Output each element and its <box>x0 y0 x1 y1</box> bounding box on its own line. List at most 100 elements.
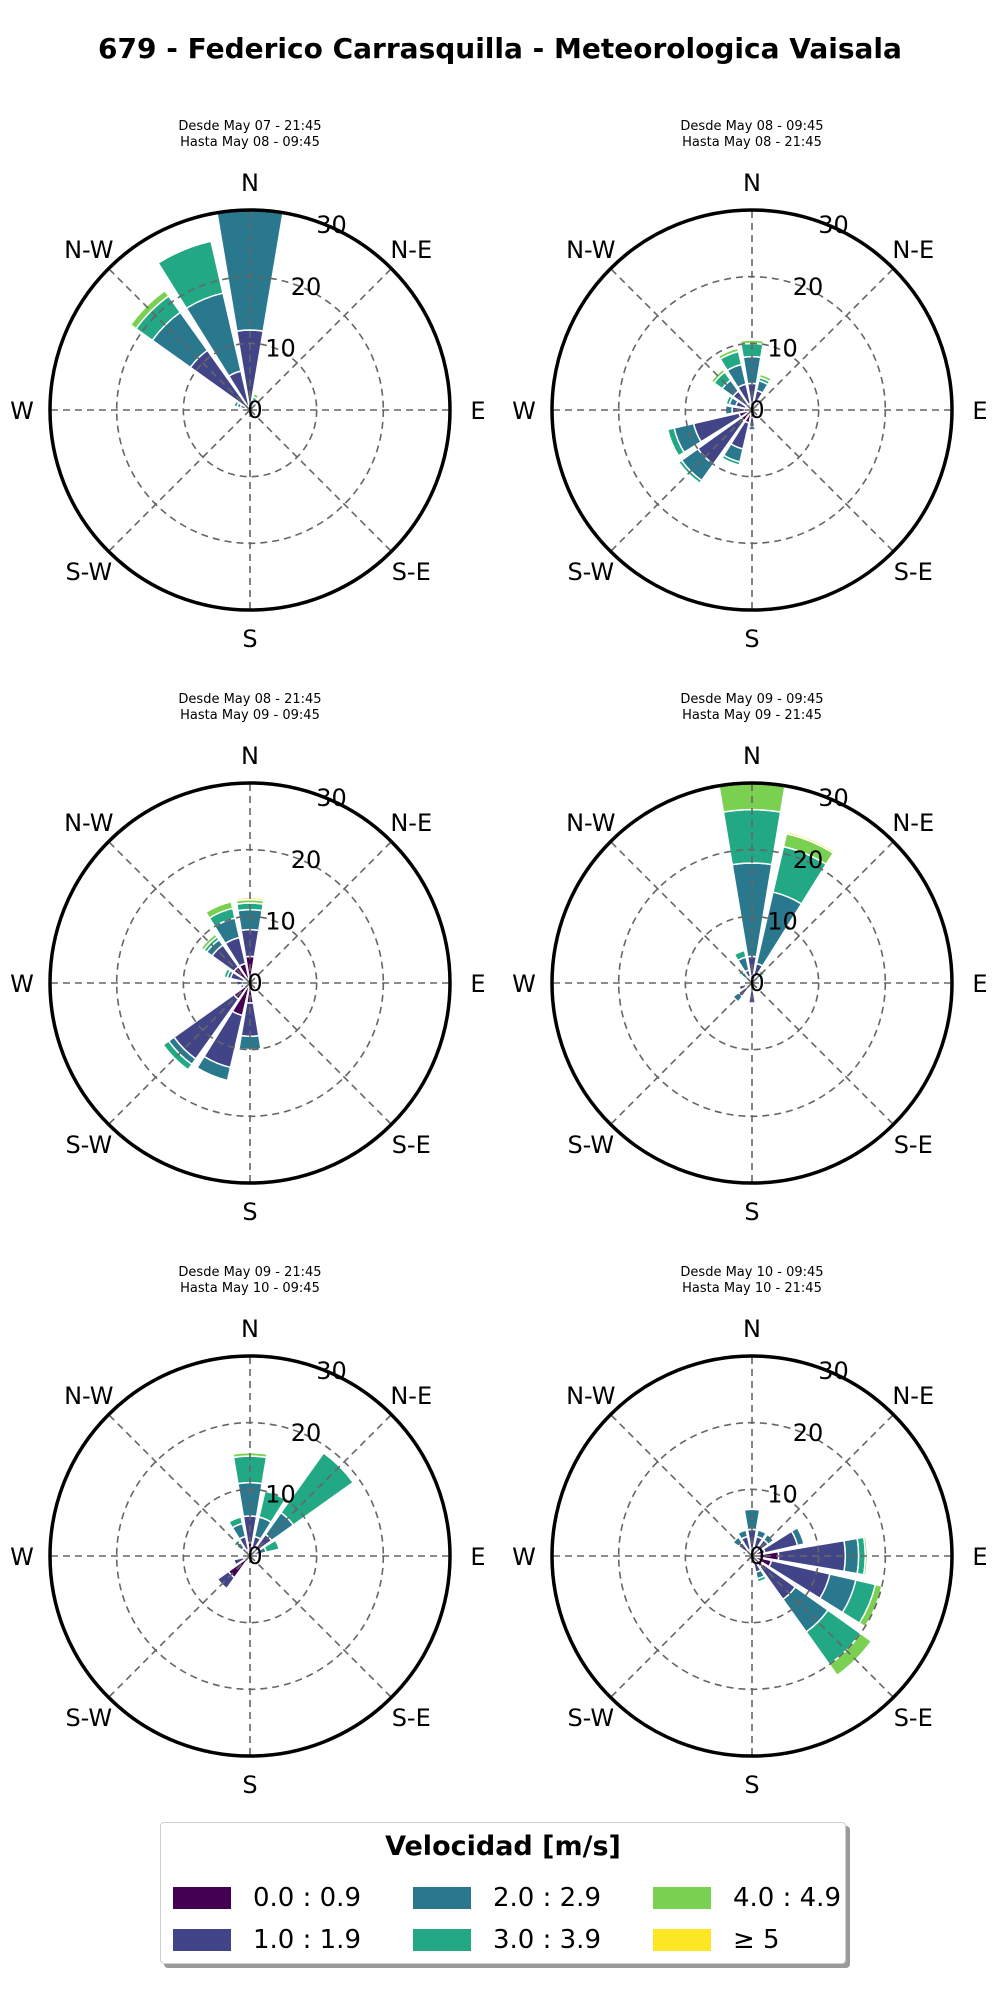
windrose-bar <box>725 394 734 406</box>
direction-label: E <box>470 1543 485 1571</box>
direction-label: S-E <box>392 1704 431 1732</box>
direction-label: S <box>744 625 759 653</box>
windrose-bar <box>755 1529 768 1541</box>
legend-label: 1.0 : 1.9 <box>253 1925 361 1955</box>
angular-grid-line <box>610 1414 753 1557</box>
direction-label: N <box>743 742 761 770</box>
direction-label: S-E <box>392 1131 431 1159</box>
radial-tick-label: 20 <box>793 273 824 301</box>
radial-tick-label: 10 <box>767 1480 798 1508</box>
radial-tick-label: 30 <box>316 784 347 812</box>
direction-label: N <box>743 1315 761 1343</box>
radial-tick-label: 0 <box>749 1542 764 1570</box>
direction-label: W <box>512 970 536 998</box>
angular-grid-line <box>751 841 894 984</box>
subplot-title-line: Hasta May 09 - 09:45 <box>180 708 320 723</box>
windrose-bar <box>129 289 170 330</box>
angular-grid-line <box>108 268 251 411</box>
subplot-title-line: Desde May 08 - 21:45 <box>178 692 321 707</box>
windrose-frame <box>48 1354 452 1758</box>
direction-label: S-E <box>894 1704 933 1732</box>
direction-label: S-W <box>65 1704 112 1732</box>
windrose-bar <box>747 1557 753 1564</box>
subplot-title-line: Desde May 09 - 21:45 <box>178 1265 321 1280</box>
windrose-frame <box>48 208 452 612</box>
windrose-bar <box>717 347 740 361</box>
angular-grid-line <box>249 1555 392 1698</box>
windrose-bar <box>200 933 219 952</box>
radial-tick-label: 30 <box>818 211 849 239</box>
windrose-bar <box>756 398 764 406</box>
radial-tick-label: 0 <box>247 1542 262 1570</box>
angular-grid-line <box>610 409 753 552</box>
direction-label: N-W <box>566 809 615 837</box>
radial-tick-label: 30 <box>316 1357 347 1385</box>
windrose-bar <box>736 1529 749 1541</box>
page-title: 679 - Federico Carrasquilla - Meteorolog… <box>98 32 902 65</box>
direction-label: S-W <box>567 1704 614 1732</box>
radial-tick-label: 10 <box>265 334 296 362</box>
windrose-bar <box>720 457 741 468</box>
angular-grid-line <box>108 409 251 552</box>
direction-label: N-E <box>390 236 432 264</box>
direction-label: W <box>10 1543 34 1571</box>
direction-label: N-E <box>390 1382 432 1410</box>
direction-label: S-W <box>65 558 112 586</box>
angular-grid-line <box>108 1555 251 1698</box>
windrose-frame <box>550 781 954 1185</box>
legend-swatch <box>413 1929 471 1951</box>
direction-label: N <box>743 169 761 197</box>
radial-tick-label: 30 <box>818 784 849 812</box>
direction-label: N <box>241 169 259 197</box>
radial-tick-label: 20 <box>291 273 322 301</box>
radial-tick-label: 0 <box>247 969 262 997</box>
legend-item: 0.0 : 0.9 <box>173 1877 413 1919</box>
direction-label: N-W <box>64 809 113 837</box>
legend-item: 1.0 : 1.9 <box>173 1919 413 1961</box>
windrose-bar <box>232 1556 246 1566</box>
radial-tick-label: 0 <box>749 396 764 424</box>
angular-grid-line <box>751 1414 894 1557</box>
direction-label: N-W <box>566 1382 615 1410</box>
windrose-frame <box>550 208 954 612</box>
legend-item: 2.0 : 2.9 <box>413 1877 653 1919</box>
windrose-bar <box>253 400 260 407</box>
direction-label: S <box>242 625 257 653</box>
direction-label: N-W <box>64 236 113 264</box>
direction-label: S <box>242 1198 257 1226</box>
windrose-bar <box>204 900 234 920</box>
radial-tick-label: 20 <box>291 1419 322 1447</box>
radial-tick-label: 0 <box>749 969 764 997</box>
angular-grid-line <box>610 1555 753 1698</box>
radial-tick-label: 10 <box>265 1480 296 1508</box>
windrose-bar <box>227 1516 244 1529</box>
direction-label: N-E <box>892 1382 934 1410</box>
windrose-bar <box>724 404 734 416</box>
windrose-bar <box>263 1539 281 1554</box>
direction-label: S-W <box>65 1131 112 1159</box>
legend-swatch <box>173 1929 231 1951</box>
windrose-bar <box>710 368 726 384</box>
subplot-title-line: Hasta May 10 - 21:45 <box>682 1281 822 1296</box>
legend-item: 4.0 : 4.9 <box>653 1877 841 1919</box>
direction-label: E <box>470 970 485 998</box>
direction-label: S <box>744 1771 759 1799</box>
angular-grid-line <box>249 982 392 1125</box>
windrose-bar <box>733 949 747 962</box>
windrose-frame <box>550 1354 954 1758</box>
direction-label: W <box>512 1543 536 1571</box>
direction-label: W <box>512 397 536 425</box>
direction-label: S <box>242 1771 257 1799</box>
angular-grid-line <box>249 409 392 552</box>
subplot-title-line: Desde May 08 - 09:45 <box>680 119 823 134</box>
angular-grid-line <box>249 268 392 411</box>
legend-label: ≥ 5 <box>733 1925 780 1955</box>
direction-label: S-E <box>392 558 431 586</box>
windrose-bar <box>762 1533 775 1546</box>
direction-label: E <box>470 397 485 425</box>
direction-label: W <box>10 397 34 425</box>
angular-grid-line <box>610 268 753 411</box>
